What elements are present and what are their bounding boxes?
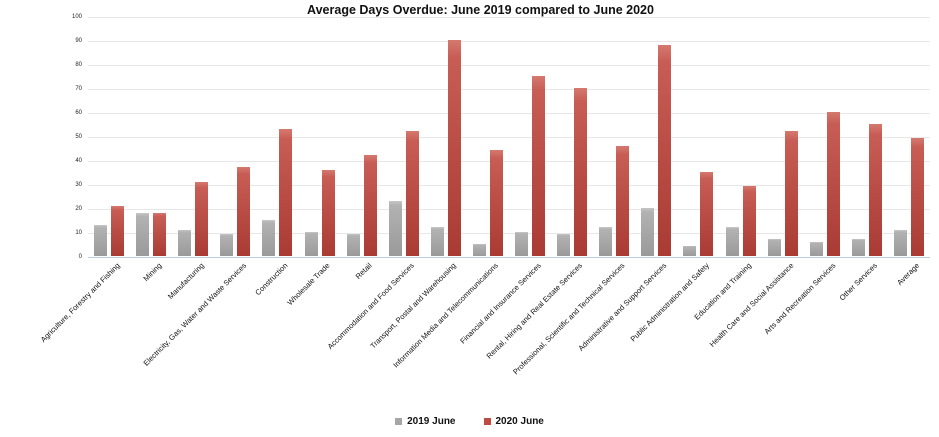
x-axis-category-label-financial-and-insurance-services: Financial and Insurance Services xyxy=(457,261,543,346)
bar-2020-june-electricity-gas-water-and-waste-services xyxy=(237,167,251,256)
bar-2020-june-transport-postal-and-warehousing xyxy=(447,40,461,256)
legend-label-2020-june: 2020 June xyxy=(495,416,544,427)
chart-title: Average Days Overdue: June 2019 compared… xyxy=(307,3,654,17)
legend-item-2020-june: 2020 June xyxy=(483,416,544,427)
y-axis-tick-label: 30 xyxy=(75,182,82,188)
x-axis-category-label-wholesale-trade: Wholesale Trade xyxy=(285,261,332,308)
bar-2019-june-manufacturing xyxy=(178,229,192,256)
gridline xyxy=(88,137,930,138)
gridline xyxy=(88,41,930,42)
y-axis-tick-label: 100 xyxy=(71,14,82,20)
bar-2019-june-mining xyxy=(136,212,150,256)
bar-2020-june-accommodation-and-food-services xyxy=(405,131,419,256)
bar-2019-june-administrative-and-support-services xyxy=(641,208,655,256)
gridline xyxy=(88,233,930,234)
bar-2020-june-administrative-and-support-services xyxy=(658,44,672,256)
x-axis-category-label-transport-postal-and-warehousing: Transport, Postal and Warehousing xyxy=(368,261,459,351)
bar-2020-june-health-care-and-social-assistance xyxy=(784,131,798,256)
bar-2020-june-mining xyxy=(153,212,167,256)
x-axis-baseline xyxy=(88,257,930,258)
y-axis-tick-label: 20 xyxy=(75,206,82,212)
bar-2019-june-other-services xyxy=(851,239,865,256)
bar-2019-june-retail xyxy=(346,234,360,256)
bar-2020-june-rental-hiring-and-real-estate-services xyxy=(574,88,588,256)
bar-2019-june-information-media-and-telecommunications xyxy=(472,244,486,256)
bar-2020-june-agriculture-forestry-and-fishing xyxy=(111,205,124,256)
bar-2020-june-information-media-and-telecommunications xyxy=(489,150,503,256)
bar-2019-june-public-administration-and-safety xyxy=(683,246,697,256)
legend-label-2019-june: 2019 June xyxy=(407,416,456,427)
x-axis-category-label-agriculture-forestry-and-fishing: Agriculture, Forestry and Fishing xyxy=(38,261,122,345)
x-axis-category-label-manufacturing: Manufacturing xyxy=(165,261,206,301)
bar-2019-june-average xyxy=(893,229,907,256)
bar-2019-june-construction xyxy=(262,220,276,256)
x-axis-category-label-other-services: Other Services xyxy=(837,261,880,303)
gridline xyxy=(88,89,930,90)
gridline xyxy=(88,113,930,114)
bar-2019-june-arts-and-recreation-services xyxy=(809,241,823,256)
bar-2019-june-electricity-gas-water-and-waste-services xyxy=(220,234,234,256)
y-axis-tick-label: 40 xyxy=(75,158,82,164)
bar-2020-june-construction xyxy=(279,128,293,256)
x-axis-category-label-accommodation-and-food-services: Accommodation and Food Services xyxy=(326,261,417,352)
bar-2020-june-retail xyxy=(363,155,377,256)
x-axis-category-label-health-care-and-social-assistance: Health Care and Social Assistance xyxy=(707,261,796,349)
x-axis-category-label-retail: Retail xyxy=(354,261,375,281)
bar-2020-june-other-services xyxy=(868,124,882,256)
legend: 2019 June 2020 June xyxy=(0,416,939,427)
bar-2020-june-arts-and-recreation-services xyxy=(826,112,840,256)
y-axis-tick-label: 70 xyxy=(75,86,82,92)
y-axis-tick-label: 0 xyxy=(78,254,82,260)
plot-area xyxy=(88,17,930,258)
x-axis-category-label-administrative-and-support-services: Administrative and Support Services xyxy=(576,261,669,353)
gridline xyxy=(88,17,930,18)
x-axis-category-label-arts-and-recreation-services: Arts and Recreation Services xyxy=(762,261,838,337)
y-axis-tick-label: 60 xyxy=(75,110,82,116)
bar-2019-june-education-and-training xyxy=(725,227,739,256)
y-axis-tick-label: 90 xyxy=(75,38,82,44)
bar-2019-june-financial-and-insurance-services xyxy=(515,232,528,256)
legend-swatch-2019-june xyxy=(395,418,403,425)
bar-2019-june-agriculture-forestry-and-fishing xyxy=(94,224,107,256)
bar-2020-june-average xyxy=(910,138,924,256)
legend-item-2019-june: 2019 June xyxy=(395,416,456,427)
bar-2019-june-rental-hiring-and-real-estate-services xyxy=(557,234,571,256)
y-axis: 0 10 20 30 40 50 60 70 80 90 100 xyxy=(40,14,82,260)
y-axis-tick-label: 10 xyxy=(75,230,82,236)
bar-2020-june-professional-scientific-and-technical-services xyxy=(616,145,630,256)
y-axis-tick-label: 50 xyxy=(75,134,82,140)
x-axis-category-label-mining: Mining xyxy=(141,261,164,283)
bar-2019-june-wholesale-trade xyxy=(304,232,318,256)
legend-swatch-2020-june xyxy=(483,418,491,425)
bar-2019-june-accommodation-and-food-services xyxy=(388,200,402,256)
bar-2019-june-transport-postal-and-warehousing xyxy=(430,227,444,256)
bar-2020-june-wholesale-trade xyxy=(321,169,335,256)
x-axis-category-label-average: Average xyxy=(895,261,922,288)
gridline xyxy=(88,65,930,66)
bar-2020-june-manufacturing xyxy=(195,181,209,256)
gridline xyxy=(88,209,930,210)
bar-2020-june-public-administration-and-safety xyxy=(700,172,714,256)
x-axis-category-label-construction: Construction xyxy=(253,261,290,298)
bar-2020-june-education-and-training xyxy=(742,186,756,256)
y-axis-tick-label: 80 xyxy=(75,62,82,68)
bar-2019-june-professional-scientific-and-technical-services xyxy=(599,227,613,256)
bar-2020-june-financial-and-insurance-services xyxy=(532,76,545,256)
gridline xyxy=(88,185,930,186)
gridline xyxy=(88,161,930,162)
x-axis-category-label-public-administration-and-safety: Public Administration and Safety xyxy=(628,261,711,344)
bar-2019-june-health-care-and-social-assistance xyxy=(767,239,781,256)
